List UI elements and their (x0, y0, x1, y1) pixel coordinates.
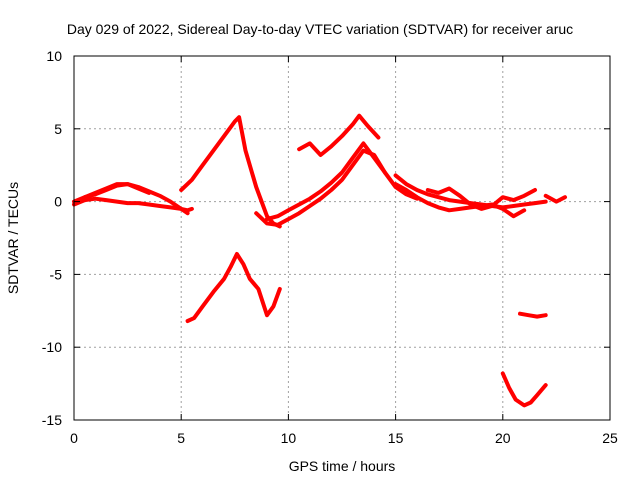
y-tick-label: 0 (54, 194, 62, 210)
series-arc-h (185, 252, 282, 323)
x-tick-label: 5 (177, 430, 185, 446)
series-arc-g (297, 113, 381, 157)
x-tick-label: 25 (602, 430, 618, 446)
x-tick-label: 0 (70, 430, 78, 446)
y-tick-label: -10 (42, 339, 62, 355)
series-arc-c (82, 182, 151, 200)
chart-title: Day 029 of 2022, Sidereal Day-to-day VTE… (67, 21, 573, 37)
series-arc-l (543, 193, 567, 204)
y-tick-label: -5 (50, 266, 63, 282)
x-tick-label: 15 (388, 430, 404, 446)
y-tick-label: 10 (46, 48, 62, 64)
y-axis-label: SDTVAR / TECUs (5, 182, 21, 294)
y-axis-ticks: -15 -10 -5 0 5 10 (42, 48, 610, 428)
x-tick-label: 20 (495, 430, 511, 446)
series-arc-m (500, 371, 548, 408)
series-arc-e (254, 148, 419, 227)
x-axis-label: GPS time / hours (289, 458, 396, 474)
series-arc-b (72, 196, 194, 213)
series-arc-n (518, 311, 548, 319)
y-tick-label: 5 (54, 121, 62, 137)
series-arc-d (179, 115, 282, 229)
plot-frame (73, 55, 611, 421)
series-arc-j (393, 182, 527, 219)
y-tick-label: -15 (42, 412, 62, 428)
grid (74, 56, 610, 420)
x-axis-ticks: 0 5 10 15 20 25 (70, 56, 618, 446)
series-arc-k (425, 186, 537, 211)
x-tick-label: 10 (281, 430, 297, 446)
series-arc-f (265, 141, 387, 222)
series-layer (72, 113, 567, 408)
